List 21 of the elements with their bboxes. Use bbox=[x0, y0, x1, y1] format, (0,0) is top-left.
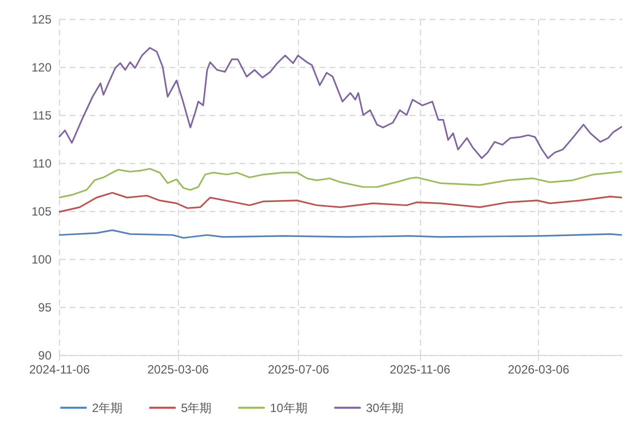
line-series bbox=[58, 168, 623, 198]
y-tick-label: 100 bbox=[31, 252, 52, 266]
y-tick-label: 105 bbox=[31, 204, 52, 218]
legend-label: 5年期 bbox=[181, 400, 212, 415]
y-tick-label: 120 bbox=[31, 60, 52, 74]
y-tick-label: 90 bbox=[38, 348, 52, 362]
x-tick-label: 2025-07-06 bbox=[268, 362, 330, 376]
x-tick-label: 2025-11-06 bbox=[390, 362, 451, 376]
x-tick-label: 2025-03-06 bbox=[147, 362, 210, 376]
x-tick-label: 2026-03-06 bbox=[508, 362, 570, 376]
y-tick-label: 95 bbox=[38, 300, 52, 314]
y-tick-label: 125 bbox=[31, 12, 52, 26]
legend-label: 30年期 bbox=[366, 400, 404, 415]
line-series bbox=[58, 192, 623, 213]
y-tick-label: 115 bbox=[32, 108, 52, 122]
y-tick-label: 110 bbox=[32, 156, 52, 170]
x-tick-label: 2024-11-06 bbox=[29, 362, 90, 376]
line-series bbox=[58, 47, 623, 159]
legend-label: 10年期 bbox=[270, 400, 308, 415]
legend-label: 2年期 bbox=[92, 400, 123, 415]
line-series bbox=[58, 229, 623, 239]
